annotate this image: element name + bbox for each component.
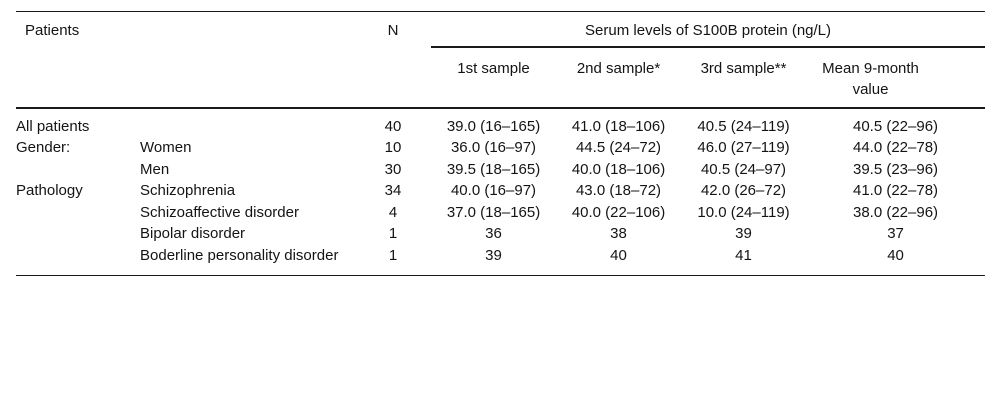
row-sample1-cell: 36 bbox=[485, 225, 502, 242]
row-subcategory-cell: Schizophrenia bbox=[140, 182, 236, 199]
row-subcategory-cell: Bipolar disorder bbox=[140, 225, 246, 242]
row-mean-cell: 38.0 (22–96) bbox=[852, 203, 939, 221]
row-sample3-cell: 41 bbox=[681, 244, 807, 276]
table-row-men: Men 30 39.5 (18–165) 40.0 (18–106) 40.5 … bbox=[16, 159, 985, 181]
row-sample3-cell: 42.0 (26–72) bbox=[700, 182, 787, 199]
row-sample3-cell: 40.5 (24–119) bbox=[697, 117, 790, 135]
sample1-column-header: 1st sample bbox=[431, 46, 557, 109]
table-row-schizoaffective: Schizoaffective disorder 4 37.0 (18–165)… bbox=[16, 202, 985, 224]
row-sample2-cell: 40.0 (18–106) bbox=[571, 160, 666, 178]
row-mean-cell: 40.5 (22–96) bbox=[852, 117, 939, 135]
header-row-groups: Patients N Serum levels of S100B protein… bbox=[16, 11, 986, 109]
row-n-cell: 1 bbox=[388, 225, 398, 242]
serum-group-header: Serum levels of S100B protein (ng/L) bbox=[431, 11, 986, 48]
row-sample1-cell: 37.0 (18–165) bbox=[446, 203, 541, 221]
table-row-women: Gender: Women 10 36.0 (16–97) 44.5 (24–7… bbox=[16, 137, 985, 159]
row-sample2-cell: 40.0 (22–106) bbox=[571, 203, 666, 221]
patients-column-header: Patients bbox=[16, 11, 356, 109]
row-mean-cell: 39.5 (23–96) bbox=[852, 160, 939, 178]
row-subcategory-cell: Women bbox=[140, 139, 192, 156]
row-group-cell bbox=[16, 223, 140, 245]
sample3-column-header: 3rd sample** bbox=[681, 46, 807, 109]
row-group-cell bbox=[16, 159, 140, 181]
row-sample3-cell: 40.5 (24–97) bbox=[700, 160, 787, 178]
table-row-bipolar: Bipolar disorder 1 36 38 39 37 bbox=[16, 223, 985, 245]
row-subcategory-cell: Men bbox=[140, 160, 170, 178]
row-mean-cell: 37 bbox=[887, 225, 904, 242]
row-mean-cell: 44.0 (22–78) bbox=[852, 139, 939, 156]
row-n-cell: 30 bbox=[384, 160, 402, 178]
row-sample1-cell: 39.0 (16–165) bbox=[446, 117, 541, 135]
s100b-serum-levels-table: Patients N Serum levels of S100B protein… bbox=[16, 11, 986, 276]
row-group-cell: Gender: bbox=[16, 139, 71, 156]
row-subcategory-cell bbox=[140, 108, 355, 138]
row-subcategory-cell: Schizoaffective disorder bbox=[140, 203, 299, 221]
row-sample3-cell: 39 bbox=[735, 225, 752, 242]
row-group-cell: Pathology bbox=[16, 182, 83, 199]
row-sample1-cell: 40.0 (16–97) bbox=[450, 182, 537, 199]
row-n-cell: 40 bbox=[384, 117, 402, 135]
table-row-borderline: Boderline personality disorder 1 39 40 4… bbox=[16, 244, 986, 276]
table-row-all-patients: All patients 40 39.0 (16–165) 41.0 (18–1… bbox=[16, 108, 985, 138]
table-body: All patients 40 39.0 (16–165) 41.0 (18–1… bbox=[16, 108, 986, 276]
sample2-column-header: 2nd sample* bbox=[556, 46, 682, 109]
mean-column-header: Mean 9-month value bbox=[806, 46, 986, 109]
row-group-cell bbox=[16, 244, 140, 276]
row-mean-cell: 40 bbox=[806, 244, 986, 276]
row-n-cell: 4 bbox=[388, 203, 398, 221]
row-sample2-cell: 38 bbox=[610, 225, 627, 242]
row-subcategory-cell: Boderline personality disorder bbox=[140, 244, 356, 276]
header-row-samples: 1st sample 2nd sample* 3rd sample** Mean… bbox=[16, 46, 986, 109]
row-sample2-cell: 40 bbox=[556, 244, 682, 276]
row-mean-cell: 41.0 (22–78) bbox=[852, 182, 939, 199]
row-sample1-cell: 36.0 (16–97) bbox=[450, 139, 537, 156]
row-sample1-cell: 39.5 (18–165) bbox=[446, 160, 541, 178]
row-n-cell: 10 bbox=[384, 139, 402, 156]
row-sample1-cell: 39 bbox=[431, 244, 557, 276]
table-header: Patients N Serum levels of S100B protein… bbox=[16, 11, 986, 109]
n-column-header: N bbox=[355, 11, 432, 109]
row-n-cell: 1 bbox=[355, 244, 432, 276]
table-container: Patients N Serum levels of S100B protein… bbox=[16, 11, 1000, 276]
row-sample2-cell: 44.5 (24–72) bbox=[575, 139, 662, 156]
row-n-cell: 34 bbox=[384, 182, 402, 199]
row-group-cell bbox=[16, 202, 140, 224]
row-group-cell: All patients bbox=[16, 117, 90, 135]
table-row-schizophrenia: Pathology Schizophrenia 34 40.0 (16–97) … bbox=[16, 180, 985, 202]
row-sample3-cell: 46.0 (27–119) bbox=[697, 139, 790, 156]
row-sample2-cell: 41.0 (18–106) bbox=[571, 117, 666, 135]
row-sample3-cell: 10.0 (24–119) bbox=[697, 203, 790, 221]
row-sample2-cell: 43.0 (18–72) bbox=[575, 182, 662, 199]
